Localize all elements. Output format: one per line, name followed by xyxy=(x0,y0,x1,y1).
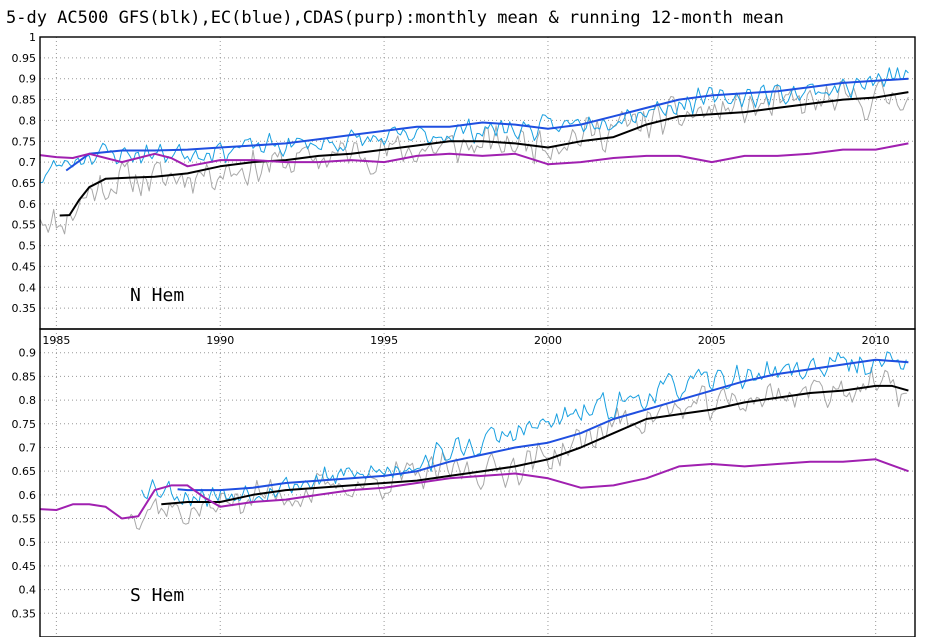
y-tick-label: 0.4 xyxy=(19,584,37,597)
y-tick-label: 0.7 xyxy=(19,156,37,169)
y-tick-label: 0.85 xyxy=(12,370,37,383)
series-cdas_running xyxy=(39,142,909,168)
y-tick-label: 0.6 xyxy=(19,198,37,211)
series-ec_running xyxy=(65,77,909,172)
y-tick-label: 0.8 xyxy=(19,394,37,407)
panel-label: S Hem xyxy=(130,585,184,606)
panel-label: N Hem xyxy=(130,285,184,306)
y-tick-label: 0.45 xyxy=(12,560,37,573)
series-cdas_running xyxy=(39,458,909,520)
x-tick-label: 1995 xyxy=(370,334,398,347)
chart-title: 5-dy AC500 GFS(blk),EC(blue),CDAS(purp):… xyxy=(6,8,784,28)
y-tick-label: 0.65 xyxy=(12,465,37,478)
y-tick-label: 0.5 xyxy=(19,536,37,549)
y-tick-label: 0.35 xyxy=(12,302,37,315)
x-tick-label: 1990 xyxy=(206,334,234,347)
series-gfs_running xyxy=(59,91,909,217)
y-tick-label: 0.75 xyxy=(12,135,37,148)
y-tick-label: 1 xyxy=(29,31,36,44)
y-tick-label: 0.8 xyxy=(19,114,37,127)
y-tick-label: 0.75 xyxy=(12,418,37,431)
panel-n-hem: 0.35 0.4 0.45 0.5 0.55 0.6 0.65 0.7 0.75 0.8 0.85 0… xyxy=(12,31,916,347)
y-tick-label: 0.6 xyxy=(19,489,37,502)
y-tick-label: 0.9 xyxy=(19,73,37,86)
y-tick-label: 0.9 xyxy=(19,347,37,360)
panel-s-hem: 0.35 0.4 0.45 0.5 0.55 0.6 0.65 0.7 0.75 0.8 0.85 0… xyxy=(12,328,916,637)
y-tick-label: 0.4 xyxy=(19,281,37,294)
y-tick-label: 0.5 xyxy=(19,240,37,253)
plot-frame xyxy=(39,328,916,637)
series-ec_running xyxy=(177,358,909,492)
series-gfs_monthly xyxy=(128,367,907,530)
y-tick-label: 0.65 xyxy=(12,177,37,190)
y-tick-label: 0.7 xyxy=(19,441,37,454)
y-tick-label: 0.85 xyxy=(12,94,37,107)
y-tick-label: 0.45 xyxy=(12,260,37,273)
series-gfs_running xyxy=(161,384,909,506)
x-tick-label: 2010 xyxy=(862,334,890,347)
x-tick-label: 1985 xyxy=(42,334,70,347)
x-tick-label: 2005 xyxy=(698,334,726,347)
y-tick-label: 0.35 xyxy=(12,607,37,620)
y-tick-label: 0.95 xyxy=(12,52,37,65)
y-tick-label: 0.55 xyxy=(12,219,37,232)
series-ec_monthly xyxy=(39,67,909,184)
x-tick-label: 2000 xyxy=(534,334,562,347)
series-gfs_monthly xyxy=(39,80,909,235)
y-tick-label: 0.55 xyxy=(12,513,37,526)
